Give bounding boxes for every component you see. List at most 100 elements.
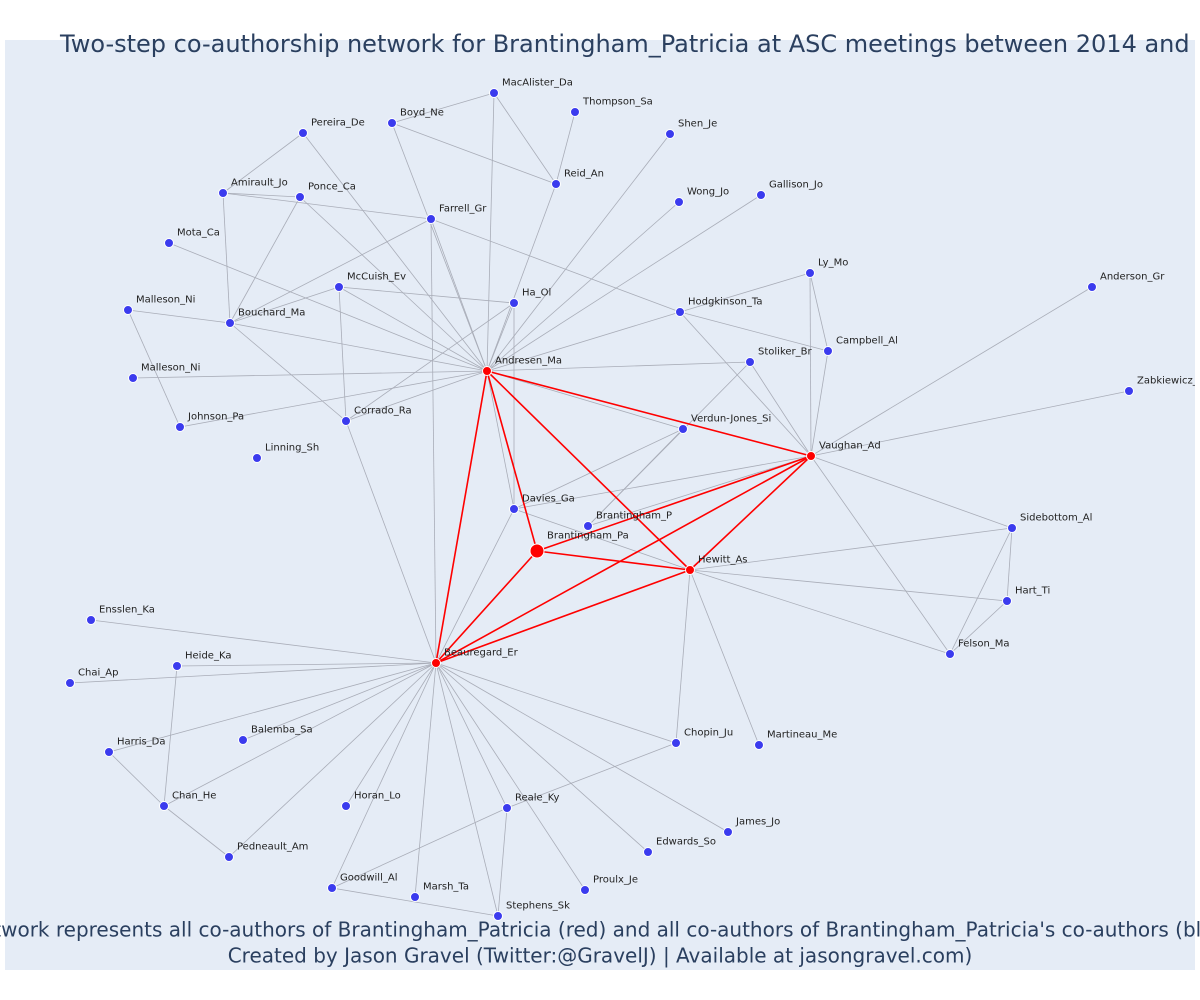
node: [723, 827, 733, 837]
edge: [435, 662, 586, 891]
node: [128, 373, 138, 383]
node-label: Ha_Ol: [522, 287, 551, 298]
node-label: Stephens_Sk: [506, 900, 570, 911]
node: [341, 416, 351, 426]
edge: [810, 350, 829, 457]
node-label: McCuish_Ev: [347, 271, 406, 282]
edge: [229, 218, 432, 324]
edge: [331, 662, 437, 889]
node: [482, 366, 492, 376]
node-label: Edwards_So: [656, 836, 716, 847]
node-label: Bouchard_Ma: [238, 307, 305, 318]
node-label: Reale_Ky: [515, 792, 560, 803]
edge: [536, 550, 691, 571]
node: [580, 885, 590, 895]
node: [823, 346, 833, 356]
node-label: Ensslen_Ka: [99, 604, 155, 615]
node: [252, 453, 262, 463]
edge: [587, 455, 812, 527]
edge: [486, 370, 538, 552]
node-label: Shen_Je: [678, 118, 717, 129]
edge: [486, 92, 495, 372]
edge: [176, 662, 437, 667]
edge: [486, 370, 684, 430]
edge: [168, 242, 488, 372]
node-label: Brantingham_Pa: [547, 530, 629, 541]
edge: [331, 807, 508, 889]
node: [1124, 386, 1134, 396]
edge: [486, 311, 681, 372]
footer-note: Network represents all co-authors of Bra…: [0, 918, 1200, 942]
node-label: Pereira_De: [311, 117, 365, 128]
node-label: Thompson_Sa: [582, 96, 653, 107]
node: [334, 282, 344, 292]
edge: [163, 665, 178, 807]
edge: [242, 662, 437, 741]
node: [327, 883, 337, 893]
edge: [679, 311, 829, 352]
edge: [749, 361, 812, 457]
edge: [430, 218, 437, 664]
edge: [163, 662, 437, 807]
node-label: Chan_He: [172, 790, 216, 801]
edge: [345, 662, 437, 807]
node: [295, 192, 305, 202]
edge: [679, 311, 812, 457]
node: [509, 504, 519, 514]
node-label: Chai_Ap: [78, 667, 118, 678]
edge: [229, 286, 340, 324]
edge: [132, 370, 488, 379]
node: [164, 238, 174, 248]
node: [945, 649, 955, 659]
node-label: Mota_Ca: [177, 227, 220, 238]
plot-background: [5, 40, 1195, 970]
edge: [486, 183, 557, 372]
node: [805, 268, 815, 278]
edge: [338, 286, 488, 372]
edge: [345, 420, 437, 664]
edge: [679, 272, 811, 313]
edge: [127, 309, 231, 324]
edge: [689, 569, 951, 655]
edge: [949, 527, 1013, 655]
node-label: Campbell_Al: [836, 335, 898, 346]
node: [225, 318, 235, 328]
edge: [486, 201, 680, 372]
edge: [435, 662, 729, 833]
node: [65, 678, 75, 688]
edge: [435, 662, 508, 809]
edge: [486, 370, 812, 457]
edge: [689, 569, 1008, 602]
node: [387, 118, 397, 128]
node-label: Heide_Ka: [185, 650, 231, 661]
edge: [689, 455, 812, 571]
edge: [949, 600, 1008, 655]
node: [685, 565, 695, 575]
edge: [299, 196, 488, 372]
node-label: MacAlister_Da: [502, 77, 573, 88]
edge: [229, 196, 301, 324]
node-label: Gallison_Jo: [769, 179, 823, 190]
node-label: Linning_Sh: [265, 442, 319, 453]
node-label: Malleson_Ni: [141, 362, 200, 373]
edge: [90, 619, 437, 664]
node: [643, 847, 653, 857]
node-label: Brantingham_P: [596, 510, 672, 521]
node-label: Marsh_Ta: [423, 881, 469, 892]
edge: [486, 361, 751, 372]
node-label: Vaughan_Ad: [819, 440, 881, 451]
edge: [108, 662, 437, 753]
edge: [536, 455, 812, 552]
edge: [809, 272, 829, 352]
node: [175, 422, 185, 432]
edge: [809, 272, 812, 457]
edge: [414, 662, 437, 898]
node-label: Verdun-Jones_Si: [691, 413, 771, 424]
node: [529, 543, 545, 559]
edge: [587, 428, 684, 527]
edge: [127, 309, 181, 428]
edge: [486, 302, 515, 372]
node-label: James_Jo: [735, 816, 780, 827]
node: [583, 521, 593, 531]
node-label: Andresen_Ma: [495, 355, 562, 366]
